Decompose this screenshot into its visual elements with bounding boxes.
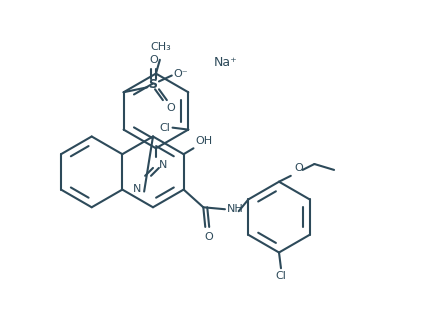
Text: OH: OH [195, 136, 213, 146]
Text: Cl: Cl [160, 123, 171, 133]
Text: N: N [133, 184, 141, 194]
Text: CH₃: CH₃ [150, 42, 171, 52]
Text: O: O [295, 163, 304, 173]
Text: O: O [205, 232, 213, 242]
Text: Na⁺: Na⁺ [214, 56, 238, 69]
Text: O⁻: O⁻ [174, 69, 188, 79]
Text: NH: NH [227, 204, 244, 214]
Text: O: O [167, 103, 176, 113]
Text: S: S [149, 78, 157, 91]
Text: N: N [159, 160, 167, 170]
Text: Cl: Cl [275, 271, 286, 281]
Text: O: O [150, 55, 158, 65]
